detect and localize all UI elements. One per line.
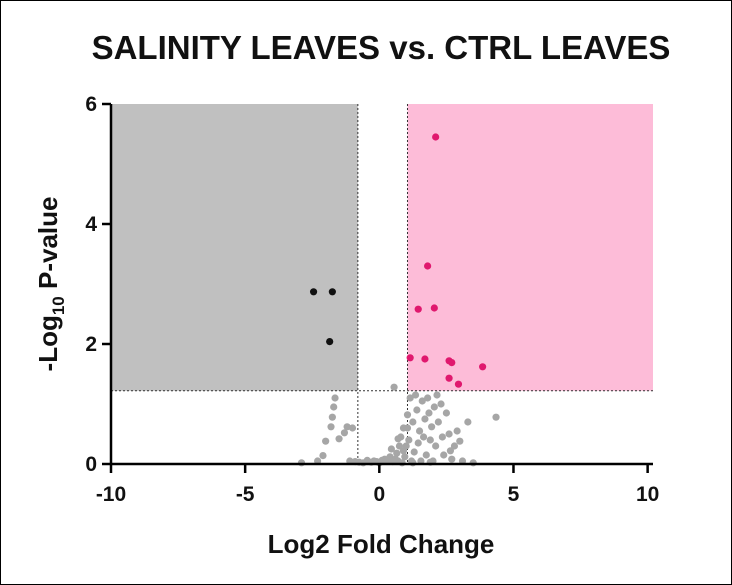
data-point-ns: [348, 424, 357, 432]
data-point-up: [432, 133, 440, 141]
data-point-up: [414, 305, 422, 313]
chart-title: SALINITY LEAVES vs. CTRL LEAVES: [92, 29, 671, 66]
data-point-up: [448, 359, 456, 367]
data-point-up: [430, 304, 438, 312]
data-point-ns: [434, 418, 442, 426]
axis-ticks: -10 -5 0 5 10 0 2 4 6: [85, 93, 659, 506]
data-point-ns: [403, 411, 412, 419]
data-point-ns: [426, 436, 434, 444]
data-point-ns: [437, 400, 445, 408]
data-point-down: [326, 338, 334, 346]
y-tick-label: 6: [85, 93, 97, 116]
data-point-ns: [440, 451, 448, 459]
data-point-ns: [406, 394, 414, 402]
data-point-ns: [464, 418, 472, 426]
data-point-ns: [319, 452, 327, 460]
data-point-ns: [328, 413, 336, 421]
data-point-ns: [430, 403, 438, 411]
data-point-up: [454, 380, 463, 388]
data-point-up: [406, 354, 414, 362]
data-point-ns: [327, 423, 335, 431]
data-point-ns: [428, 423, 436, 431]
x-tick-label: 10: [636, 483, 659, 506]
data-point-ns: [395, 442, 404, 450]
data-point-ns: [422, 451, 430, 459]
data-points: [297, 133, 500, 467]
data-point-ns: [425, 409, 433, 417]
y-axis-label-subscript: 10: [49, 296, 68, 315]
data-point-ns: [405, 436, 413, 444]
data-point-ns: [450, 442, 459, 450]
data-point-ns: [492, 413, 500, 421]
y-axis-label: -Log10 P-value: [33, 197, 68, 372]
data-point-ns: [394, 435, 402, 443]
data-point-ns: [414, 439, 422, 447]
data-point-ns: [445, 430, 453, 438]
data-point-ns: [453, 427, 461, 435]
data-point-up: [479, 363, 487, 371]
data-point-ns: [335, 435, 343, 443]
upregulated-region: [407, 104, 653, 391]
data-point-ns: [424, 394, 432, 402]
data-point-ns: [399, 447, 408, 455]
data-point-ns: [446, 447, 455, 455]
data-point-ns: [409, 418, 417, 426]
data-point-up: [424, 262, 432, 270]
data-point-ns: [438, 433, 446, 441]
data-point-ns: [387, 445, 395, 453]
y-axis-label-main: -Log: [33, 315, 63, 371]
data-point-ns: [442, 409, 450, 417]
data-point-ns: [421, 415, 429, 423]
data-point-up: [445, 374, 453, 382]
data-point-down: [309, 288, 318, 296]
data-point-ns: [433, 391, 441, 399]
x-tick-label: -5: [236, 483, 255, 506]
threshold-lines: [111, 104, 653, 464]
data-point-ns: [448, 455, 456, 463]
data-point-ns: [413, 406, 421, 414]
data-point-ns: [419, 433, 428, 441]
downregulated-region: [111, 104, 358, 391]
data-point-ns: [322, 437, 330, 445]
x-tick-label: 5: [508, 483, 520, 506]
y-tick-label: 2: [85, 333, 97, 356]
y-tick-label: 4: [85, 213, 97, 236]
data-point-ns: [331, 394, 339, 402]
data-point-ns: [343, 423, 351, 431]
y-tick-label: 0: [85, 453, 97, 476]
data-point-ns: [330, 403, 338, 411]
data-point-ns: [415, 427, 424, 435]
data-point-ns: [432, 442, 440, 450]
x-axis-label: Log2 Fold Change: [268, 529, 495, 559]
data-point-ns: [393, 449, 401, 457]
data-point-ns: [401, 453, 409, 461]
data-point-ns: [403, 424, 412, 432]
data-point-ns: [418, 397, 426, 405]
x-tick-label: 0: [373, 483, 385, 506]
data-point-ns: [456, 437, 464, 445]
axes: [109, 104, 653, 466]
threshold-regions: [111, 104, 653, 391]
data-point-down: [328, 288, 336, 296]
data-point-ns: [410, 448, 418, 456]
y-axis-label-rest: P-value: [33, 197, 63, 297]
data-point-up: [421, 355, 429, 363]
data-point-ns: [340, 429, 349, 437]
data-point-ns: [390, 383, 398, 391]
data-point-ns: [411, 391, 420, 399]
x-tick-label: -10: [96, 483, 126, 506]
